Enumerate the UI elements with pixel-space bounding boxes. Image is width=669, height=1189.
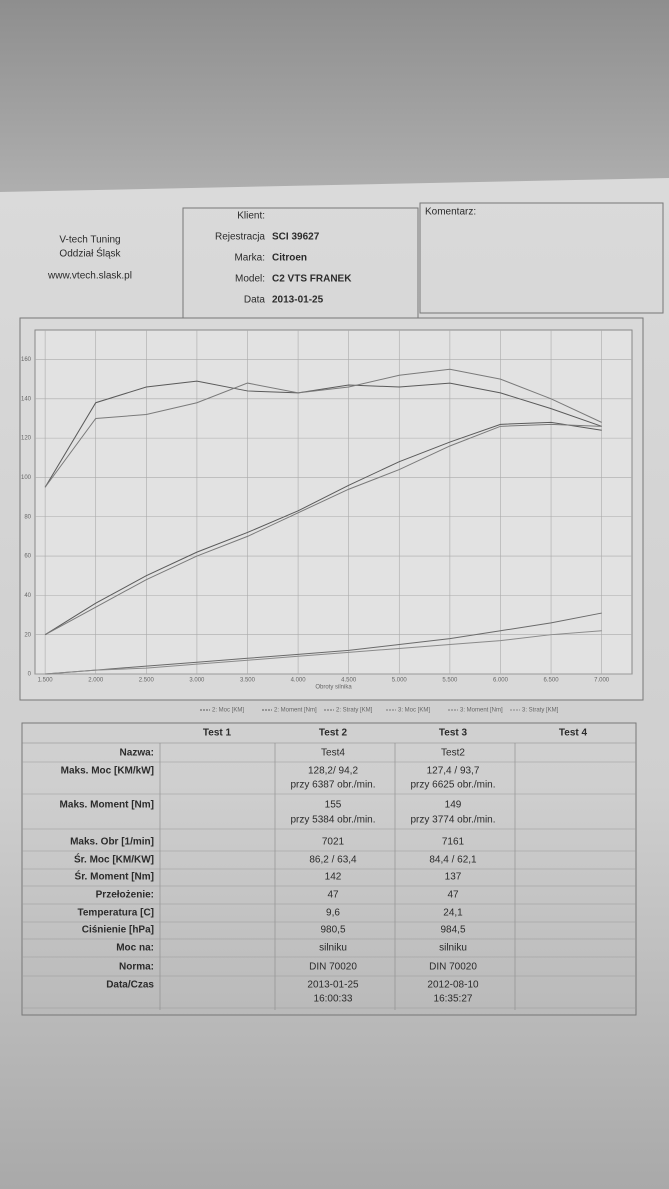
client-label: Model: (235, 274, 265, 285)
cell: 2013-01-25 (307, 980, 359, 991)
row-label: Maks. Moc [KM/kW] (61, 766, 154, 777)
comment-label: Komentarz: (425, 207, 476, 218)
curve (44, 380, 602, 488)
client-value: 2013-01-25 (272, 295, 324, 306)
cell: silniku (319, 943, 347, 954)
client-value: SCI 39627 (272, 232, 320, 243)
row-label: Nazwa: (120, 748, 154, 759)
row-label: Norma: (119, 962, 154, 973)
y-tick-label: 40 (24, 593, 31, 599)
cell: 24,1 (443, 908, 463, 919)
x-tick-label: 6.000 (493, 678, 509, 684)
column-header: Test 3 (439, 728, 468, 739)
row-label: Moc na: (116, 943, 154, 954)
x-tick-label: 1.500 (38, 678, 54, 684)
y-tick-label: 140 (21, 396, 32, 402)
x-tick-label: 2.000 (88, 678, 104, 684)
legend-entry: 2: Moment [Nm] (274, 708, 317, 714)
cell: 137 (445, 872, 462, 883)
cell: Test4 (321, 748, 345, 759)
curve (44, 368, 602, 488)
cell: 142 (325, 872, 342, 883)
cell: 9,6 (326, 908, 340, 919)
row-label: Ciśnienie [hPa] (82, 925, 154, 936)
row-label: Przełożenie: (96, 890, 154, 901)
client-value: C2 VTS FRANEK (272, 274, 352, 285)
x-tick-label: 5.000 (392, 678, 408, 684)
cell: DIN 70020 (309, 962, 357, 973)
column-header: Test 2 (319, 728, 348, 739)
cell: 47 (327, 890, 339, 901)
legend-entry: 2: Moc [KM] (212, 708, 244, 714)
cell: 155 (325, 800, 342, 811)
curve (44, 423, 602, 636)
column-header: Test 4 (559, 728, 588, 739)
cell: przy 5384 obr./min. (290, 815, 375, 826)
x-axis-label: Obroty silnika (315, 685, 352, 691)
x-tick-label: 6.500 (544, 678, 560, 684)
curve (45, 630, 602, 675)
client-value: Citroen (272, 253, 307, 264)
cell: Test2 (441, 748, 465, 759)
cell: 86,2 / 63,4 (309, 855, 357, 866)
y-tick-label: 60 (24, 554, 31, 560)
background (0, 0, 669, 200)
cell: 984,5 (440, 925, 465, 936)
y-tick-label: 120 (21, 436, 32, 442)
y-tick-label: 0 (28, 672, 32, 678)
cell: przy 6387 obr./min. (290, 780, 375, 791)
cell: 7161 (442, 837, 465, 848)
client-label: Marka: (234, 253, 265, 264)
row-label: Data/Czas (106, 980, 154, 991)
cell: 128,2/ 94,2 (308, 766, 358, 777)
client-label: Rejestracja (215, 232, 265, 243)
client-label: Data (244, 295, 266, 306)
row-label: Temperatura [C] (78, 908, 155, 919)
cell: DIN 70020 (429, 962, 477, 973)
column-header: Test 1 (203, 728, 232, 739)
legend-entry: 3: Moc [KM] (398, 708, 430, 714)
y-tick-label: 20 (24, 632, 31, 638)
x-tick-label: 3.500 (240, 678, 256, 684)
x-tick-label: 5.500 (442, 678, 458, 684)
cell: 7021 (322, 837, 345, 848)
client-label: Klient: (237, 211, 265, 222)
cell: przy 3774 obr./min. (410, 815, 495, 826)
cell: 127,4 / 93,7 (427, 766, 480, 777)
x-tick-label: 4.500 (341, 678, 357, 684)
y-tick-label: 160 (21, 357, 32, 363)
x-tick-label: 7.000 (594, 678, 610, 684)
legend-entry: 3: Moment [Nm] (460, 708, 503, 714)
x-tick-label: 2.500 (139, 678, 155, 684)
cell: 84,4 / 62,1 (429, 855, 477, 866)
cell: 16:00:33 (314, 994, 353, 1005)
cell: 149 (445, 800, 462, 811)
x-tick-label: 4.000 (291, 678, 307, 684)
cell: 980,5 (320, 925, 345, 936)
comment-box (419, 202, 664, 314)
row-label: Maks. Moment [Nm] (60, 800, 154, 811)
company: V-tech Tuning (59, 235, 120, 246)
curve (45, 612, 602, 675)
branch: Oddział Śląsk (59, 247, 121, 260)
curve (44, 421, 602, 636)
legend-entry: 3: Straty [KM] (522, 708, 559, 714)
website: www.vtech.slask.pl (47, 271, 132, 282)
y-tick-label: 100 (21, 475, 32, 481)
x-tick-label: 3.000 (189, 678, 205, 684)
cell: 2012-08-10 (427, 980, 479, 991)
row-label: Śr. Moment [Nm] (75, 870, 154, 883)
plot-area (34, 329, 633, 675)
cell: 47 (447, 890, 459, 901)
cell: przy 6625 obr./min. (410, 780, 495, 791)
y-tick-label: 80 (24, 514, 31, 520)
cell: 16:35:27 (434, 994, 473, 1005)
cell: silniku (439, 943, 467, 954)
row-label: Śr. Moc [KM/KW] (74, 853, 154, 866)
row-label: Maks. Obr [1/min] (70, 837, 154, 848)
legend-entry: 2: Straty [KM] (336, 708, 373, 714)
